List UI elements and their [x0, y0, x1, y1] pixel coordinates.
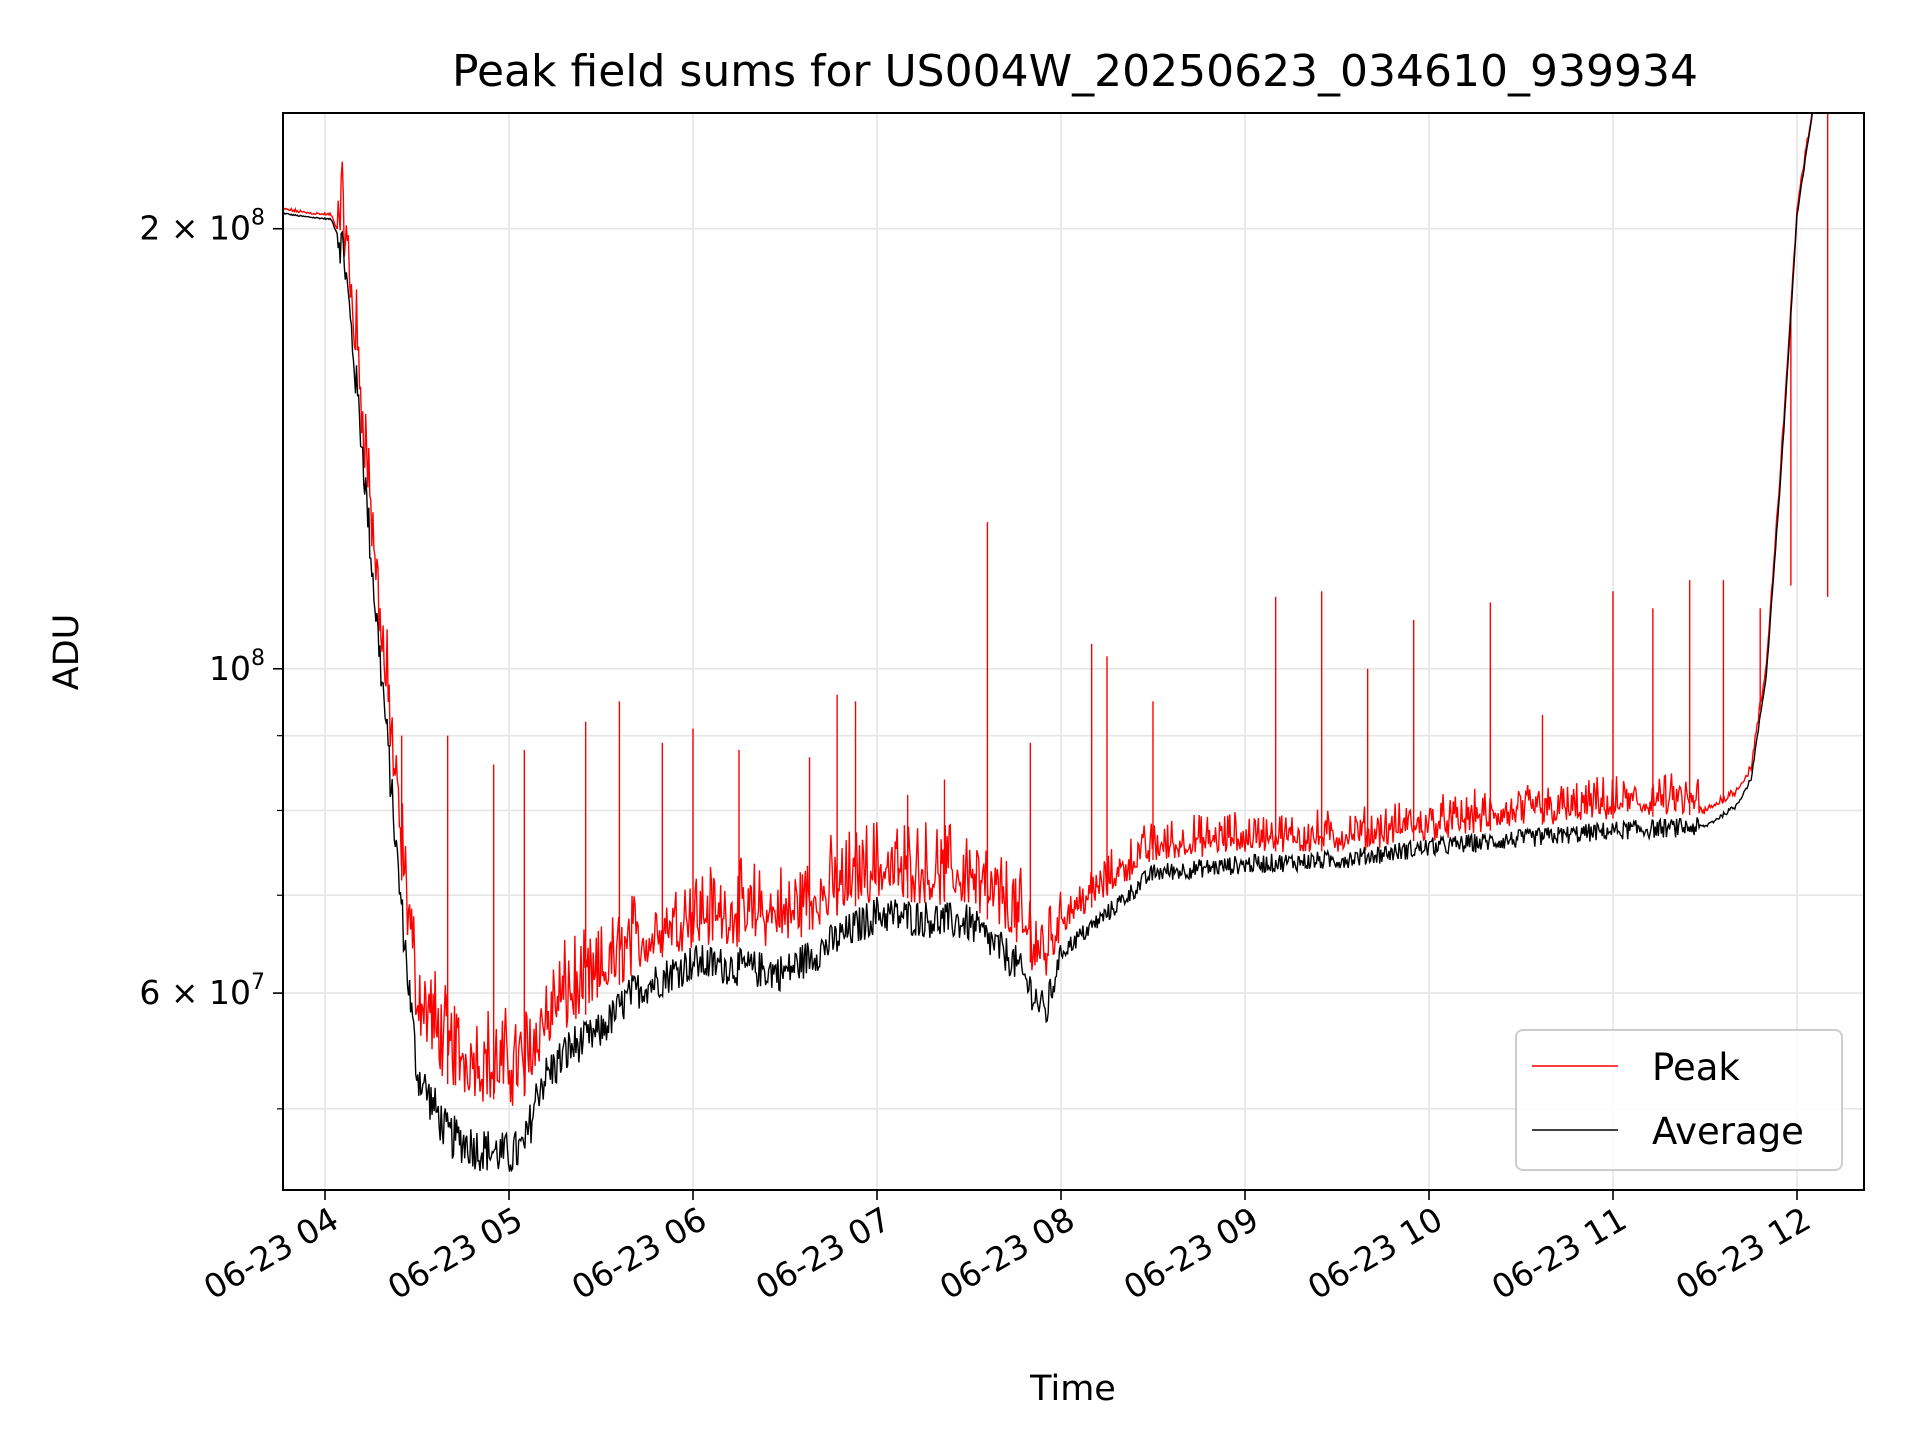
plot-frame	[282, 112, 1865, 1191]
x-axis-label: Time	[1029, 1369, 1116, 1409]
y-axis-label: ADU	[47, 614, 87, 691]
legend-average-label: Average	[1652, 1110, 1804, 1153]
legend-peak-label: Peak	[1652, 1046, 1740, 1089]
y-tick-label: 2 × 108	[139, 206, 265, 248]
chart-title: Peak field sums for US004W_20250623_0346…	[452, 46, 1698, 97]
peak-series-line	[283, 113, 1813, 1106]
legend: Peak Average	[1515, 1029, 1843, 1171]
legend-box	[1515, 1029, 1843, 1171]
plot-area	[283, 113, 1829, 1173]
y-tick-label: 6 × 107	[139, 970, 265, 1012]
average-series-line	[283, 113, 1813, 1173]
